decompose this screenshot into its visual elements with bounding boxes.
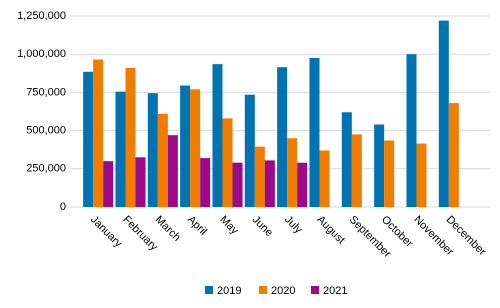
y-tick-label: 750,000 [26,86,66,98]
bar [115,91,126,207]
bar [351,134,362,207]
legend-swatch [205,286,213,294]
y-tick-label: 250,000 [26,163,66,175]
bar [147,93,158,207]
legend-label: 2019 [217,285,241,297]
bar [287,138,298,207]
bar [180,85,191,207]
x-tick-label: June [250,214,275,239]
legend-swatch [259,286,267,294]
bar [384,140,395,207]
x-tick-label: January [88,214,125,251]
bar [167,135,178,207]
y-tick-label: 500,000 [26,125,66,137]
y-tick-label: 1,000,000 [17,48,66,60]
bar [212,64,223,207]
bar [93,59,104,207]
bar [416,143,427,207]
legend-swatch [311,286,319,294]
bar [103,161,114,207]
bar [254,146,265,207]
y-tick-label: 0 [60,201,66,213]
x-tick-label: July [282,214,305,237]
x-tick-label: April [185,214,209,238]
bar [232,162,243,207]
bar [277,67,288,207]
legend-label: 2020 [271,285,295,297]
bar [406,54,417,208]
bar [244,94,255,207]
bar [297,162,308,207]
bar [341,112,352,207]
bar [200,158,211,207]
bar [309,58,320,207]
bar [83,71,94,207]
bar [190,89,201,207]
bar [438,20,449,207]
bar [135,157,146,207]
bar [222,118,233,207]
x-tick-label: May [217,214,241,238]
bar [157,113,168,207]
x-tick-label: August [314,214,347,247]
bar [319,150,330,207]
x-tick-label: March [153,214,183,244]
bar [448,103,459,207]
bar [374,124,385,207]
bar [264,160,275,207]
y-tick-label: 1,250,000 [17,10,66,22]
legend-label: 2021 [323,285,347,297]
bar [125,67,136,208]
